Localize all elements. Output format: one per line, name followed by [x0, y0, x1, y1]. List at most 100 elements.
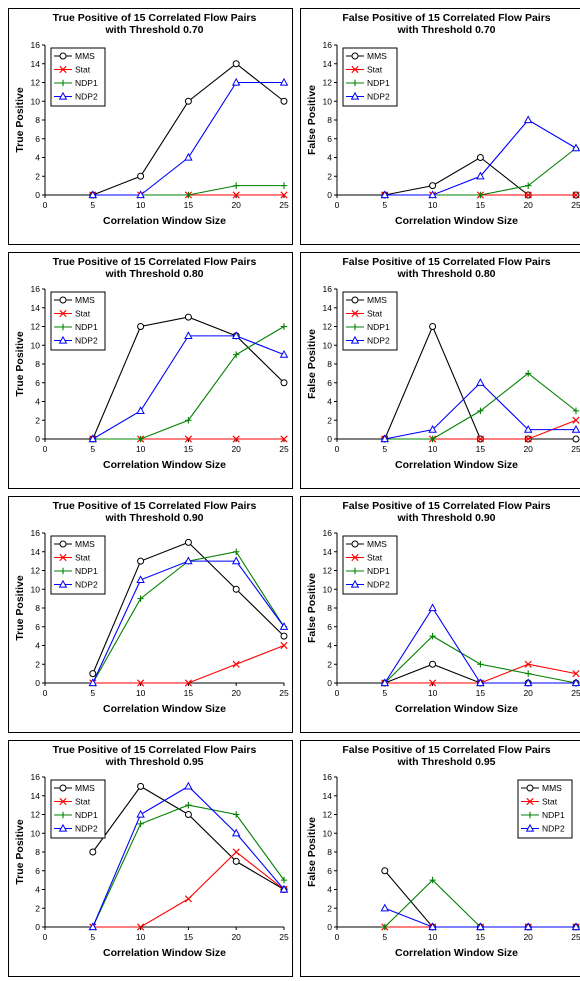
legend-marker — [59, 797, 67, 806]
line-chart: True Positive of 15 Correlated Flow Pair… — [14, 12, 289, 227]
data-point — [380, 903, 390, 912]
chart-title: True Positive of 15 Correlated Flow Pair… — [53, 256, 257, 268]
y-tick-label: 0 — [35, 434, 40, 444]
legend-marker — [525, 823, 535, 832]
data-point — [280, 182, 288, 189]
line-chart: False Positive of 15 Correlated Flow Pai… — [306, 744, 580, 959]
legend-label: Stat — [367, 309, 383, 319]
data-point — [428, 922, 437, 931]
data-point — [523, 115, 533, 124]
legend: MMS Stat NDP1 NDP2 — [50, 779, 106, 839]
x-tick-label: 0 — [43, 688, 48, 698]
x-tick-label: 0 — [43, 200, 48, 210]
chart-title: with Threshold 0.80 — [104, 268, 203, 280]
data-point — [476, 678, 485, 687]
legend-marker — [351, 567, 359, 575]
legend-label: MMS — [367, 51, 387, 61]
data-point — [524, 191, 532, 199]
series-ndp2 — [88, 77, 289, 199]
y-axis-label: False Positive — [306, 329, 318, 399]
data-point — [523, 922, 533, 931]
y-tick-label: 2 — [35, 415, 40, 425]
y-tick-label: 4 — [327, 885, 332, 895]
legend-marker — [59, 784, 67, 792]
chart-title: False Positive of 15 Correlated Flow Pai… — [342, 256, 550, 268]
x-tick-label: 20 — [523, 200, 533, 210]
x-tick-label: 0 — [43, 444, 48, 454]
data-point — [429, 182, 437, 190]
legend-label: NDP2 — [367, 580, 390, 590]
legend-label: Stat — [75, 309, 91, 319]
data-point — [231, 77, 241, 86]
line-chart: True Positive of 15 Correlated Flow Pair… — [14, 256, 289, 471]
line-chart: False Positive of 15 Correlated Flow Pai… — [306, 500, 580, 715]
chart-title: with Threshold 0.90 — [396, 512, 495, 524]
y-axis-label: False Positive — [306, 85, 318, 155]
data-point — [184, 781, 193, 790]
x-tick-label: 0 — [335, 200, 340, 210]
data-point — [88, 190, 98, 199]
legend-marker — [59, 296, 67, 304]
data-point — [571, 424, 580, 433]
data-point — [137, 679, 145, 687]
legend-marker — [59, 309, 67, 318]
y-tick-label: 6 — [327, 866, 332, 876]
data-point — [572, 407, 580, 415]
x-tick-label: 25 — [279, 444, 289, 454]
legend-label: NDP1 — [367, 322, 390, 332]
x-tick-label: 10 — [136, 444, 146, 454]
x-tick-label: 0 — [335, 688, 340, 698]
data-point — [477, 191, 484, 199]
legend-label: NDP2 — [75, 580, 98, 590]
x-tick-label: 0 — [335, 444, 340, 454]
chart-title: with Threshold 0.95 — [396, 756, 495, 768]
data-point — [232, 60, 240, 68]
legend-marker — [350, 91, 360, 100]
line-chart: False Positive of 15 Correlated Flow Pai… — [306, 12, 580, 227]
data-point — [136, 575, 145, 583]
legend: MMS Stat NDP1 NDP2 — [342, 535, 398, 595]
series-ndp2 — [380, 603, 580, 687]
y-tick-label: 0 — [35, 922, 40, 932]
y-tick-label: 0 — [327, 434, 332, 444]
data-point — [280, 632, 288, 640]
x-tick-label: 20 — [231, 932, 241, 942]
data-point — [381, 923, 388, 931]
y-tick-label: 10 — [323, 96, 333, 106]
y-tick-label: 12 — [323, 566, 333, 576]
chart-title: False Positive of 15 Correlated Flow Pai… — [342, 12, 550, 24]
x-tick-label: 5 — [90, 444, 95, 454]
series-ndp1 — [89, 548, 288, 687]
chart-panel: False Positive of 15 Correlated Flow Pai… — [300, 8, 580, 245]
series-ndp2 — [380, 115, 580, 199]
legend-marker — [350, 335, 360, 344]
x-tick-label: 5 — [382, 932, 387, 942]
y-tick-label: 2 — [327, 415, 332, 425]
series-stat — [89, 848, 288, 931]
legend-label: MMS — [75, 51, 95, 61]
x-tick-label: 0 — [43, 932, 48, 942]
y-tick-label: 10 — [323, 828, 333, 838]
y-tick-label: 6 — [35, 378, 40, 388]
series-stat — [89, 641, 288, 687]
line-chart: False Positive of 15 Correlated Flow Pai… — [306, 256, 580, 471]
x-tick-label: 25 — [279, 932, 289, 942]
y-tick-label: 0 — [327, 922, 332, 932]
legend-label: Stat — [75, 553, 91, 563]
chart-title: True Positive of 15 Correlated Flow Pair… — [53, 744, 257, 756]
legend-label: Stat — [367, 553, 383, 563]
data-point — [185, 191, 192, 199]
y-tick-label: 14 — [323, 59, 333, 69]
y-tick-label: 14 — [31, 791, 41, 801]
legend-marker — [351, 65, 359, 74]
legend-label: NDP2 — [75, 824, 98, 834]
x-tick-label: 15 — [184, 200, 194, 210]
x-axis-label: Correlation Window Size — [395, 215, 518, 227]
chart-title: with Threshold 0.80 — [396, 268, 495, 280]
data-point — [476, 171, 485, 180]
x-tick-label: 15 — [184, 444, 194, 454]
legend-marker — [351, 52, 359, 60]
data-point — [380, 190, 390, 199]
y-tick-label: 14 — [323, 303, 333, 313]
y-axis-label: True Positive — [14, 819, 26, 885]
